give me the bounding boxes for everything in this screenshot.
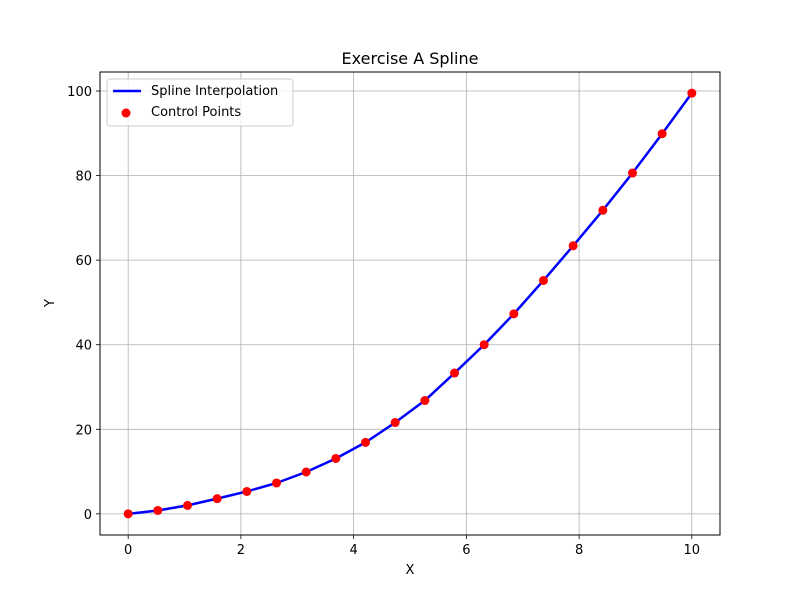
legend-box — [106, 78, 294, 127]
control-point-marker — [153, 505, 163, 515]
control-point-marker — [390, 418, 400, 428]
y-tick-label: 40 — [75, 339, 92, 354]
control-point-marker — [568, 241, 578, 251]
series-lines — [126, 91, 694, 516]
control-point-marker — [627, 168, 637, 178]
x-tick-label: 0 — [124, 543, 132, 558]
control-point-marker — [242, 486, 252, 496]
x-tick-label: 8 — [575, 543, 583, 558]
control-point-marker — [420, 396, 430, 406]
control-point-marker — [212, 494, 222, 504]
y-tick-label: 80 — [75, 170, 92, 185]
y-axis-title: Y — [43, 299, 58, 308]
y-tick-label: 100 — [67, 85, 92, 100]
legend-label-spline: Spline Interpolation — [151, 84, 278, 99]
legend-swatch-control-point — [121, 108, 131, 118]
control-point-marker — [301, 467, 311, 477]
control-point-marker — [361, 437, 371, 447]
x-tick-label: 6 — [462, 543, 470, 558]
control-point-marker — [687, 88, 697, 98]
control-point-marker — [449, 368, 459, 378]
chart-title: Exercise A Spline — [342, 49, 479, 68]
control-point-marker — [123, 509, 133, 519]
control-point-marker — [598, 205, 608, 215]
legend-label-control-points: Control Points — [151, 105, 241, 120]
control-point-marker — [479, 340, 489, 350]
series-points — [123, 88, 697, 519]
x-axis-title: X — [406, 563, 415, 578]
control-point-marker — [509, 309, 519, 319]
spline-interpolation-line — [126, 91, 694, 516]
grid-lines — [100, 72, 720, 535]
control-point-marker — [272, 478, 282, 488]
chart-legend: Spline Interpolation Control Points — [106, 78, 294, 127]
control-point-marker — [183, 500, 193, 510]
control-point-marker — [657, 129, 667, 139]
control-point-marker — [331, 453, 341, 463]
x-tick-label: 10 — [684, 543, 701, 558]
plot-area-frame — [99, 71, 721, 536]
y-tick-label: 20 — [75, 423, 92, 438]
control-point-marker — [538, 275, 548, 285]
x-tick-label: 4 — [349, 543, 357, 558]
x-tick-label: 2 — [237, 543, 245, 558]
y-tick-label: 60 — [75, 254, 92, 269]
y-tick-label: 0 — [84, 508, 92, 523]
